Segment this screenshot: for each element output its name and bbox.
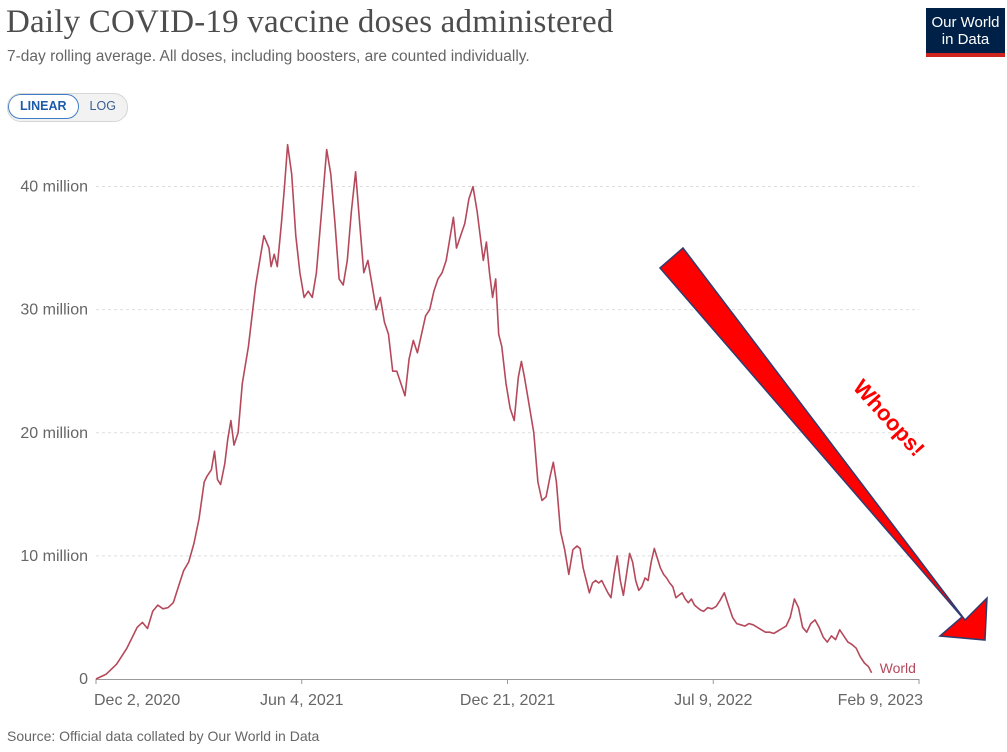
logo-line-2: in Data xyxy=(941,31,990,48)
linear-scale-button[interactable]: LINEAR xyxy=(8,94,79,119)
annotation-arrow xyxy=(658,246,988,641)
y-tick-label: 0 xyxy=(79,671,88,688)
chart-subtitle: 7-day rolling average. All doses, includ… xyxy=(7,48,530,65)
log-scale-button[interactable]: LOG xyxy=(89,99,116,113)
chart-title: Daily COVID-19 vaccine doses administere… xyxy=(6,4,614,40)
y-tick-label: 10 million xyxy=(20,548,88,565)
y-tick-label: 30 million xyxy=(20,302,88,319)
x-tick-label: Jun 4, 2021 xyxy=(260,692,344,709)
whoops-annotation: Whoops! xyxy=(848,375,930,462)
series-label-world: World xyxy=(880,660,916,676)
logo-line-1: Our World xyxy=(931,14,1000,31)
x-tick-label: Jul 9, 2022 xyxy=(674,692,752,709)
x-tick-label: Dec 21, 2021 xyxy=(460,692,555,709)
x-tick-label: Feb 9, 2023 xyxy=(838,692,924,709)
arrow-shape xyxy=(658,246,988,641)
y-tick-label: 20 million xyxy=(20,425,88,442)
source-note: Source: Official data collated by Our Wo… xyxy=(7,728,320,744)
series-line-world[interactable] xyxy=(95,143,873,680)
owid-logo[interactable]: Our World in Data xyxy=(926,8,1005,57)
x-tick-label: Dec 2, 2020 xyxy=(94,692,180,709)
y-tick-label: 40 million xyxy=(20,179,88,196)
gridlines xyxy=(96,186,919,557)
x-axis: Dec 2, 2020 Jun 4, 2021 Dec 21, 2021 Jul 9,… xyxy=(94,679,923,709)
y-axis-ticks: 0 10 million 20 million 30 million 40 millio… xyxy=(20,179,88,688)
scale-toggle: LINEAR LOG xyxy=(7,93,128,122)
